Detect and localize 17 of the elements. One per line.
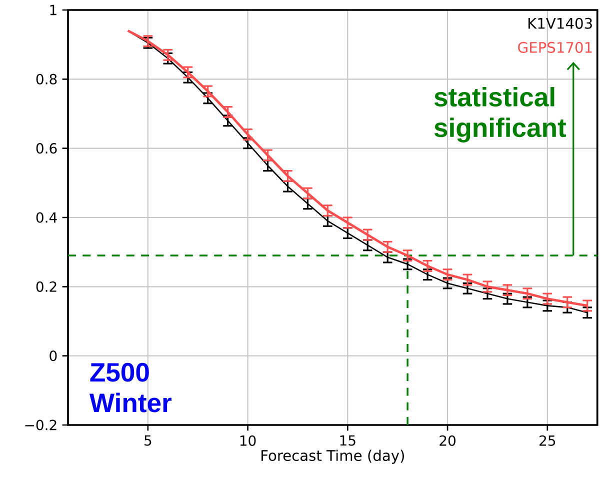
x-axis-title: Forecast Time (day)	[262, 450, 404, 464]
annotation: Z500 Winter	[89, 362, 172, 412]
y-tick-label: 0.8	[36, 74, 57, 84]
y-tick-label: 0.2	[36, 281, 56, 292]
y-tick-label: 0.4	[36, 212, 57, 223]
x-tick-label: 10	[240, 435, 256, 446]
y-tick-label: 0	[50, 350, 57, 362]
x-tick-label: 15	[340, 435, 356, 446]
y-tick-label: 1	[50, 4, 56, 16]
y-tick-label: 0.6	[36, 143, 57, 154]
x-tick-label: 25	[540, 435, 556, 446]
annotation: statistical significant	[434, 87, 566, 142]
y-tick-label: −0.2	[25, 420, 56, 430]
x-tick-label: 5	[144, 435, 152, 446]
text: K1V1403	[528, 18, 592, 29]
text: GEPS1701	[518, 42, 592, 53]
x-tick-label: 20	[440, 435, 456, 446]
